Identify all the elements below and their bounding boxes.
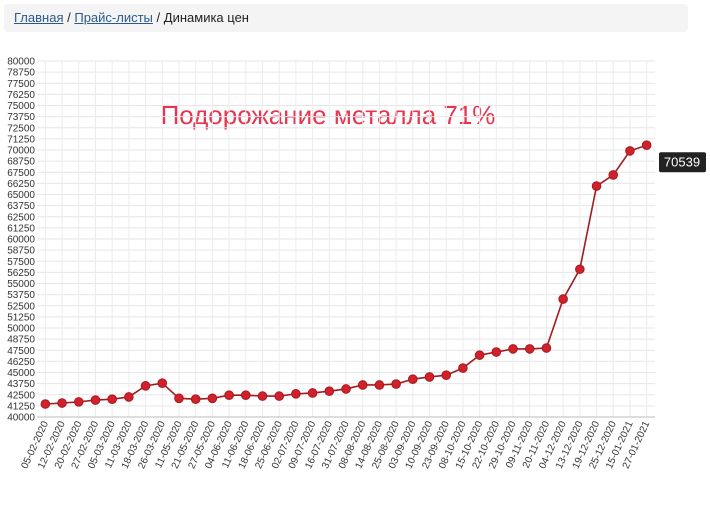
y-tick-label: 62500 xyxy=(7,212,35,223)
y-tick-label: 76250 xyxy=(7,90,35,101)
y-tick-label: 70000 xyxy=(7,146,35,157)
y-tick-label: 40000 xyxy=(7,413,35,424)
point xyxy=(224,390,234,400)
breadcrumb-separator: / xyxy=(67,10,71,25)
y-tick-label: 48750 xyxy=(7,335,35,346)
y-tick-label: 43750 xyxy=(7,379,35,390)
y-tick-label: 57500 xyxy=(7,257,35,268)
y-tick-label: 78750 xyxy=(7,68,35,79)
point xyxy=(257,391,268,401)
y-tick-label: 67500 xyxy=(7,168,35,179)
point xyxy=(641,140,652,151)
point xyxy=(508,344,518,354)
point xyxy=(124,392,134,402)
y-tick-label: 51250 xyxy=(7,312,35,323)
point xyxy=(307,388,318,398)
value-label-box xyxy=(659,152,706,173)
point xyxy=(341,384,351,394)
y-tick-label: 42500 xyxy=(7,390,35,401)
point xyxy=(207,393,218,404)
annotation: Подорожание металла 71% xyxy=(161,100,496,130)
point xyxy=(57,398,67,408)
plot-background xyxy=(37,60,655,418)
y-tick-label: 75000 xyxy=(7,101,35,112)
point xyxy=(357,380,368,390)
point xyxy=(558,294,568,304)
breadcrumb-separator: / xyxy=(156,10,161,25)
point xyxy=(541,343,552,353)
point xyxy=(107,394,117,405)
y-tick-label: 61250 xyxy=(7,223,35,234)
y-tick-label: 73750 xyxy=(7,112,35,123)
point xyxy=(73,397,84,407)
point xyxy=(524,344,535,354)
point xyxy=(408,374,418,384)
y-tick-label: 63750 xyxy=(7,201,35,212)
y-tick-label: 55000 xyxy=(7,279,35,290)
point xyxy=(240,390,251,400)
breadcrumb-link[interactable]: Главная xyxy=(14,10,64,25)
point xyxy=(474,350,485,360)
y-tick-label: 50000 xyxy=(7,324,35,335)
y-tick-label: 66250 xyxy=(7,179,35,190)
point xyxy=(140,381,151,391)
point xyxy=(625,146,635,156)
y-tick-label: 60000 xyxy=(7,235,35,246)
point xyxy=(441,370,452,380)
breadcrumb-link[interactable]: Прайс-листы xyxy=(74,10,153,25)
y-tick-label: 80000 xyxy=(7,57,35,68)
point xyxy=(391,379,401,389)
y-tick-label: 45000 xyxy=(7,368,35,379)
point xyxy=(491,347,502,357)
point xyxy=(157,378,168,388)
point xyxy=(324,386,335,396)
y-tick-label: 71250 xyxy=(7,134,35,145)
point xyxy=(374,380,385,390)
point xyxy=(608,170,619,180)
y-tick-label: 52500 xyxy=(7,301,35,312)
y-tick-label: 47500 xyxy=(7,346,35,357)
point xyxy=(274,391,284,401)
breadcrumb-current: Динамика цен xyxy=(163,10,249,25)
y-tick-label: 41250 xyxy=(7,401,35,412)
point xyxy=(40,399,51,409)
point xyxy=(424,372,435,382)
y-tick-label: 65000 xyxy=(7,190,35,201)
y-tick-label: 68750 xyxy=(7,157,35,168)
point xyxy=(174,393,184,404)
y-tick-label: 56250 xyxy=(7,268,35,279)
point xyxy=(291,389,301,399)
point xyxy=(591,181,602,191)
point xyxy=(90,395,101,405)
y-tick-label: 46250 xyxy=(7,357,35,368)
point xyxy=(190,394,201,405)
point xyxy=(458,363,468,373)
y-tick-label: 53750 xyxy=(7,290,35,301)
y-tick-label: 72500 xyxy=(7,123,35,134)
y-tick-label: 58750 xyxy=(7,246,35,257)
value-label: 70539 xyxy=(664,155,700,170)
y-tick-label: 77500 xyxy=(7,79,35,90)
point xyxy=(575,264,585,275)
breadcrumb: Главная / Прайс-листы / Динамика цен xyxy=(4,4,688,32)
